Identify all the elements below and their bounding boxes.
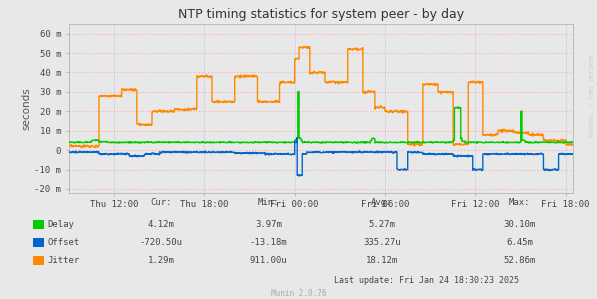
Text: Delay: Delay	[48, 220, 75, 229]
Text: Munin 2.0.76: Munin 2.0.76	[271, 289, 326, 298]
Text: Avg:: Avg:	[371, 198, 393, 207]
Text: 52.86m: 52.86m	[503, 256, 536, 265]
Text: -720.50u: -720.50u	[140, 238, 183, 247]
Text: 18.12m: 18.12m	[366, 256, 398, 265]
Text: 911.00u: 911.00u	[250, 256, 288, 265]
Text: Jitter: Jitter	[48, 256, 80, 265]
Text: Cur:: Cur:	[150, 198, 172, 207]
Text: 4.12m: 4.12m	[147, 220, 175, 229]
Text: 1.29m: 1.29m	[147, 256, 175, 265]
Text: RRDTOOL / TOBI OETIKER: RRDTOOL / TOBI OETIKER	[589, 54, 594, 137]
Text: 335.27u: 335.27u	[363, 238, 401, 247]
Text: 30.10m: 30.10m	[503, 220, 536, 229]
Text: Max:: Max:	[509, 198, 530, 207]
Text: Min:: Min:	[258, 198, 279, 207]
Y-axis label: seconds: seconds	[21, 87, 32, 130]
Text: 6.45m: 6.45m	[506, 238, 533, 247]
Text: 5.27m: 5.27m	[368, 220, 396, 229]
Text: Offset: Offset	[48, 238, 80, 247]
Text: Last update: Fri Jan 24 18:30:23 2025: Last update: Fri Jan 24 18:30:23 2025	[334, 276, 519, 285]
Title: NTP timing statistics for system peer - by day: NTP timing statistics for system peer - …	[178, 8, 464, 21]
Text: 3.97m: 3.97m	[255, 220, 282, 229]
Text: -13.18m: -13.18m	[250, 238, 288, 247]
